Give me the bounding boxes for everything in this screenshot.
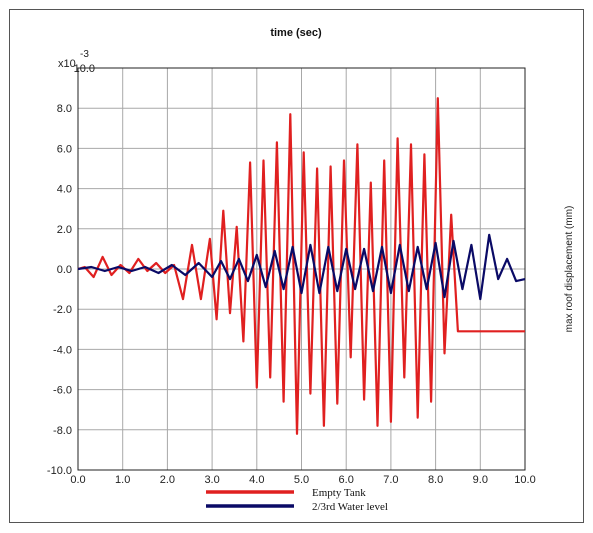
x-tick-label: 9.0 xyxy=(473,474,488,486)
x-tick-label: 2.0 xyxy=(160,474,175,486)
y-tick-label: 0.0 xyxy=(57,264,72,276)
legend-label: Empty Tank xyxy=(312,487,366,499)
chart-frame xyxy=(9,9,584,523)
y-tick-label: -6.0 xyxy=(53,385,72,397)
series-line-empty-tank xyxy=(77,97,525,435)
x-tick-label: 1.0 xyxy=(115,474,130,486)
x-tick-label: 6.0 xyxy=(339,474,354,486)
x-tick-label: 7.0 xyxy=(383,474,398,486)
y-axis-label: max roof displacement (mm) xyxy=(564,206,575,333)
x-tick-label: 8.0 xyxy=(428,474,443,486)
x-tick-labels: 0.0 1.0 2.0 3.0 4.0 5.0 6.0 7.0 8.0 9.0 10.0 xyxy=(70,474,535,486)
x-tick-label: 0.0 xyxy=(70,474,85,486)
x-tick-label: 5.0 xyxy=(294,474,309,486)
y-tick-labels: 8.0 6.0 4.0 2.0 0.0 -2.0 -4.0 -6.0 -8.0 -10.0 10.0 xyxy=(47,63,95,477)
y-tick-label: 2.0 xyxy=(57,224,72,236)
legend-label: 2/3rd Water level xyxy=(312,501,388,513)
y-tick-label: 6.0 xyxy=(57,143,72,155)
y-multiplier-label: x10 xyxy=(58,58,76,70)
y-exponent-label: -3 xyxy=(80,49,89,60)
y-tick-label: 10.0 xyxy=(74,63,95,75)
x-tick-label: 10.0 xyxy=(514,474,535,486)
x-tick-label: 3.0 xyxy=(204,474,219,486)
chart-title: time (sec) xyxy=(270,27,322,39)
y-tick-label: -2.0 xyxy=(53,304,72,316)
x-tick-label: 4.0 xyxy=(249,474,264,486)
series-layer xyxy=(77,97,526,435)
y-tick-label: 4.0 xyxy=(57,184,72,196)
series-line-water-level xyxy=(77,233,526,301)
y-tick-label: -10.0 xyxy=(47,465,72,477)
y-tick-label: -4.0 xyxy=(53,344,72,356)
legend: Empty Tank 2/3rd Water level xyxy=(206,487,388,513)
y-tick-label: 8.0 xyxy=(57,103,72,115)
y-tick-label: -8.0 xyxy=(53,425,72,437)
